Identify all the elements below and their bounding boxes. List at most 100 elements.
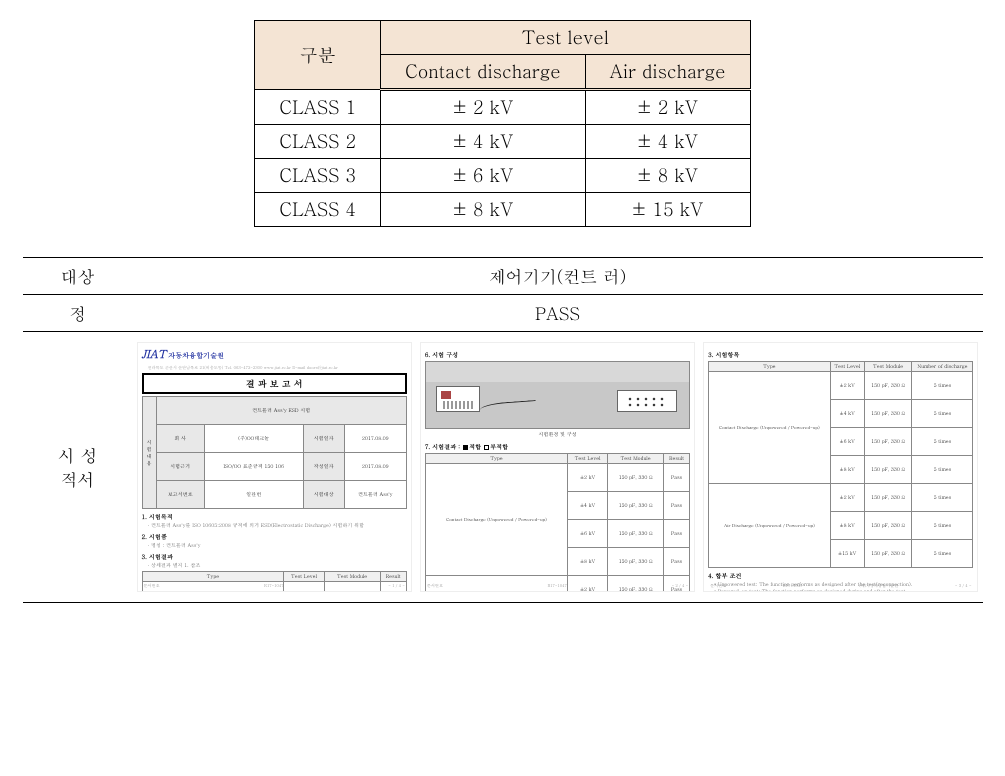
c: 150 pF, 330 Ω: [864, 372, 912, 400]
c: Pass: [663, 492, 689, 520]
photo-caption: 시험환경 및 구성: [425, 431, 690, 438]
c: ±6 kV: [830, 428, 864, 456]
cell-contact: ± 2 kV: [381, 90, 586, 125]
test-photo: [425, 361, 690, 429]
jiat-kr: 자동차융합기술원: [168, 350, 224, 360]
report-label: 시 성 적서: [23, 332, 133, 603]
c: 5 times: [912, 512, 973, 540]
sec7-title-text: 7. 시험결과 :: [425, 442, 460, 451]
sec1-title: 1. 시험목적: [142, 512, 407, 521]
meta-side: 시험내용: [142, 397, 156, 509]
meta-reportno: 일관번: [204, 481, 303, 509]
header-test-level: Test level: [381, 21, 750, 55]
report-title-box: 결 과 보 고 서: [142, 373, 407, 394]
meta-date: 2017.08.09: [344, 425, 406, 453]
pf-center: R17-1047: [783, 583, 802, 589]
page-footer-3: 문서번호 R17-1047 (재)자동차융합기술원 - 3 / 4 -: [710, 583, 971, 589]
jiat-contact: 전라북도 군산시 산단남북로 21(비응도동) Tel. 063-472-230…: [148, 365, 338, 371]
c: Pass: [663, 464, 689, 492]
c: ±6 kV: [568, 520, 608, 548]
reports-container: JIAT 자동차융합기술원 전라북도 군산시 산단남북로 21(비응도동) Te…: [137, 342, 979, 592]
mh-type: Type: [142, 572, 284, 582]
c: 5 times: [912, 540, 973, 568]
header-class: 구분: [255, 21, 381, 90]
cell-air: ± 2 kV: [585, 90, 750, 125]
header-air: Air discharge: [585, 55, 750, 90]
pf-right: - 1 / 4 -: [388, 583, 405, 589]
report-page-1: JIAT 자동차융합기술원 전라북도 군산시 산단남북로 21(비응도동) Te…: [137, 342, 412, 592]
c: 150 pF, 330 Ω: [864, 484, 912, 512]
sec2-text: · 명칭 : 컨트롤러 Ass'y: [142, 542, 407, 549]
cell-air: ± 15 kV: [585, 193, 750, 227]
pf-right2: - 3 / 4 -: [955, 583, 972, 589]
c: 5 times: [912, 400, 973, 428]
pf-center: R17-1047: [264, 583, 283, 589]
c: ±8 kV: [830, 512, 864, 540]
photo-device-2: [617, 390, 677, 412]
sec6-title: 6. 시험 구성: [425, 350, 690, 359]
mh-type: Type: [709, 362, 830, 372]
check-fail-label: 부적합: [490, 442, 508, 451]
meta-target-label: 시험대상: [303, 481, 344, 509]
jiat-logo: JIAT: [142, 347, 167, 362]
mh-type: Type: [425, 454, 567, 464]
table-row: CLASS 4 ± 8 kV ± 15 kV: [255, 193, 750, 227]
c: Pass: [663, 520, 689, 548]
meta-basis: ISO/OO 표준규격 150 106: [204, 453, 303, 481]
report-subtitle: 컨트롤러 Ass'y ESD 시험: [156, 397, 406, 425]
mh-module: Test Module: [324, 572, 380, 582]
mh-level: Test Level: [284, 572, 324, 582]
meta-table: 시험내용 컨트롤러 Ass'y ESD 시험 회 사 (주)OO테크놀 시험일자…: [142, 396, 407, 509]
meta-basis-label: 시험근거: [156, 453, 204, 481]
cell-class: CLASS 1: [255, 90, 381, 125]
result-row: 정 PASS: [23, 295, 983, 332]
c: 150 pF, 330 Ω: [864, 456, 912, 484]
report-page-3: 3. 시험항목 Type Test Level Test Module Numb…: [703, 342, 978, 592]
cell-class: CLASS 4: [255, 193, 381, 227]
meta-date-label: 시험일자: [303, 425, 344, 453]
mh-module: Test Module: [608, 454, 664, 464]
pf-right: - 2 / 4 -: [672, 583, 689, 589]
target-row: 대상 제어기기(컨트 러): [23, 258, 983, 295]
result-value: PASS: [133, 295, 983, 332]
meta-company-label: 회 사: [156, 425, 204, 453]
pf-center: R17-1047: [547, 583, 566, 589]
sec3b-title: 3. 시험항목: [708, 350, 973, 359]
cell-contact: ± 8 kV: [381, 193, 586, 227]
mh-num: Number of discharge: [912, 362, 973, 372]
type2: Air Discharge (Unpowered / Powered-up): [709, 484, 830, 568]
mh-level: Test Level: [830, 362, 864, 372]
c: 150 pF, 330 Ω: [608, 492, 664, 520]
result-table: 대상 제어기기(컨트 러) 정 PASS 시 성 적서 JIAT 자동차융합기술…: [23, 257, 983, 603]
cell-air: ± 4 kV: [585, 125, 750, 159]
c: ±4 kV: [830, 400, 864, 428]
c: 150 pF, 330 Ω: [864, 428, 912, 456]
cell-contact: ± 6 kV: [381, 159, 586, 193]
c: 5 times: [912, 484, 973, 512]
meta-reportdate: 2017.08.09: [344, 453, 406, 481]
sec2-title: 2. 시험품: [142, 532, 407, 541]
report-label-line1: 시 성: [58, 443, 98, 467]
meta-company: (주)OO테크놀: [204, 425, 303, 453]
type1: Contact Discharge (Unpowered / Powered-u…: [709, 372, 830, 484]
pf-left: 문서번호: [710, 583, 726, 589]
header-contact: Contact discharge: [381, 55, 586, 90]
sec1-text: · 컨트롤러 Ass'y를 ISO 10605:2008 규격에 의거 ESD(…: [142, 522, 407, 529]
mh-level: Test Level: [568, 454, 608, 464]
photo-device-1: [436, 386, 480, 412]
c: ±2 kV: [830, 372, 864, 400]
c: 150 pF, 330 Ω: [864, 512, 912, 540]
c: 5 times: [912, 456, 973, 484]
c: 150 pF, 330 Ω: [608, 520, 664, 548]
c: ±15 kV: [830, 540, 864, 568]
mh-result: Result: [663, 454, 689, 464]
report-label-line2: 적서: [61, 467, 95, 491]
report-preview-cell: JIAT 자동차융합기술원 전라북도 군산시 산단남북로 21(비응도동) Te…: [133, 332, 983, 603]
photo-cable: [479, 400, 536, 416]
checkbox-fail: [484, 445, 489, 450]
c: ±4 kV: [568, 492, 608, 520]
check-pass-label: 적합: [469, 442, 481, 451]
test-level-table: 구분 Test level Contact discharge Air disc…: [254, 20, 750, 227]
cell-contact: ± 4 kV: [381, 125, 586, 159]
mh-result: Result: [380, 572, 406, 582]
